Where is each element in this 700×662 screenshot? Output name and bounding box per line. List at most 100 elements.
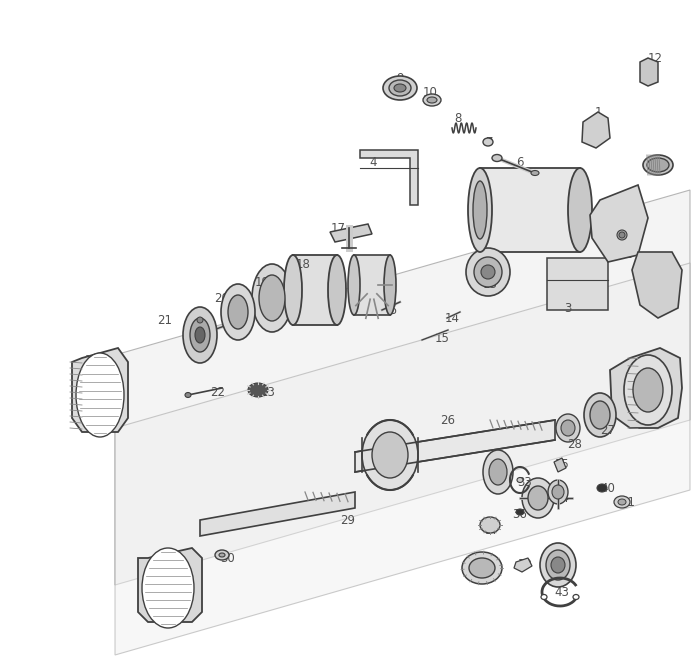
Ellipse shape <box>481 265 495 279</box>
Text: 30: 30 <box>220 551 235 565</box>
Ellipse shape <box>190 318 210 352</box>
Polygon shape <box>115 263 690 655</box>
Text: 24: 24 <box>85 354 99 367</box>
Polygon shape <box>547 258 608 310</box>
Ellipse shape <box>624 355 672 425</box>
Text: 14: 14 <box>444 312 459 324</box>
Polygon shape <box>480 168 580 252</box>
Text: 17: 17 <box>330 222 346 234</box>
Ellipse shape <box>384 255 396 315</box>
Polygon shape <box>554 458 566 472</box>
Text: 26: 26 <box>440 414 456 426</box>
Ellipse shape <box>228 295 248 329</box>
Ellipse shape <box>284 255 302 325</box>
Text: 29: 29 <box>340 514 356 526</box>
Ellipse shape <box>221 284 255 340</box>
Ellipse shape <box>142 548 194 628</box>
Ellipse shape <box>643 155 673 175</box>
Polygon shape <box>138 548 202 622</box>
Text: 33: 33 <box>517 475 533 489</box>
Ellipse shape <box>561 420 575 436</box>
Text: 38: 38 <box>475 565 491 579</box>
Ellipse shape <box>394 84 406 92</box>
Text: 36: 36 <box>512 508 527 522</box>
Ellipse shape <box>573 594 579 600</box>
Text: 42: 42 <box>554 561 570 575</box>
Text: 32: 32 <box>496 463 510 477</box>
Ellipse shape <box>462 552 502 584</box>
Ellipse shape <box>551 557 565 573</box>
Text: 27: 27 <box>601 424 615 436</box>
Polygon shape <box>590 185 648 262</box>
Ellipse shape <box>618 499 626 505</box>
Ellipse shape <box>468 168 492 252</box>
Ellipse shape <box>528 486 548 510</box>
Ellipse shape <box>516 509 524 515</box>
Ellipse shape <box>389 80 411 96</box>
Polygon shape <box>330 224 372 242</box>
Ellipse shape <box>483 450 513 494</box>
Text: 7: 7 <box>486 136 493 148</box>
Text: 2: 2 <box>624 248 631 261</box>
Ellipse shape <box>480 517 500 533</box>
Text: 9: 9 <box>396 71 404 85</box>
Polygon shape <box>640 58 658 86</box>
Ellipse shape <box>617 230 627 240</box>
Ellipse shape <box>362 420 418 490</box>
Text: 11: 11 <box>659 285 675 299</box>
Ellipse shape <box>517 477 523 483</box>
Ellipse shape <box>633 368 663 412</box>
Ellipse shape <box>546 550 570 580</box>
Text: 37: 37 <box>484 524 499 536</box>
Ellipse shape <box>647 158 669 172</box>
Text: 12: 12 <box>648 52 662 64</box>
Text: 40: 40 <box>601 481 615 495</box>
Ellipse shape <box>474 257 502 287</box>
Text: 13: 13 <box>482 279 498 291</box>
Polygon shape <box>632 252 682 318</box>
Text: 5: 5 <box>657 162 664 175</box>
Text: 34: 34 <box>554 491 569 504</box>
Polygon shape <box>354 255 390 315</box>
Text: 41: 41 <box>620 495 636 508</box>
Polygon shape <box>72 348 128 432</box>
Text: 22: 22 <box>211 385 225 399</box>
Ellipse shape <box>522 478 554 518</box>
Ellipse shape <box>614 496 630 508</box>
Ellipse shape <box>195 327 205 343</box>
Ellipse shape <box>597 484 607 492</box>
Text: 21: 21 <box>158 314 172 326</box>
Polygon shape <box>514 558 532 572</box>
Ellipse shape <box>556 414 580 442</box>
Text: 8: 8 <box>454 111 462 124</box>
Text: 10: 10 <box>423 85 438 99</box>
Text: 4: 4 <box>370 156 377 169</box>
Text: 19: 19 <box>255 275 270 289</box>
Ellipse shape <box>540 543 576 587</box>
Text: 35: 35 <box>554 459 569 471</box>
Ellipse shape <box>492 154 502 162</box>
Ellipse shape <box>584 393 616 437</box>
Ellipse shape <box>489 459 507 485</box>
Text: 20: 20 <box>215 291 230 305</box>
Ellipse shape <box>183 307 217 363</box>
Ellipse shape <box>469 558 495 578</box>
Ellipse shape <box>552 485 564 499</box>
Text: 6: 6 <box>517 156 524 169</box>
Text: 25: 25 <box>640 401 655 414</box>
Ellipse shape <box>259 275 285 321</box>
Ellipse shape <box>427 97 437 103</box>
Text: 15: 15 <box>435 332 449 344</box>
Text: 39: 39 <box>517 559 533 571</box>
Ellipse shape <box>348 255 360 315</box>
Text: 43: 43 <box>554 585 569 598</box>
Text: 23: 23 <box>260 385 275 399</box>
Ellipse shape <box>248 383 268 397</box>
Ellipse shape <box>372 432 408 478</box>
Polygon shape <box>610 348 682 428</box>
Ellipse shape <box>423 94 441 106</box>
Ellipse shape <box>483 138 493 146</box>
Polygon shape <box>200 492 355 536</box>
Ellipse shape <box>473 181 487 239</box>
Ellipse shape <box>185 393 191 397</box>
